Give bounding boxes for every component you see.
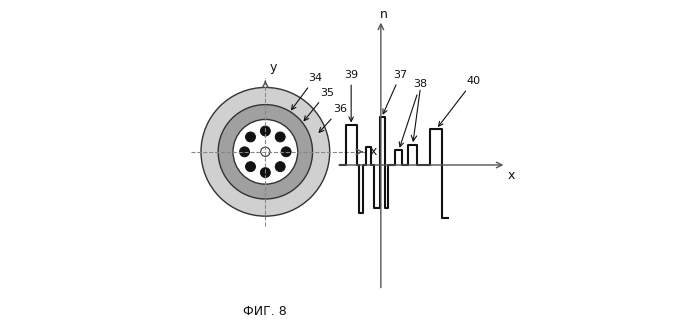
Circle shape	[233, 119, 298, 184]
Circle shape	[218, 105, 312, 199]
Text: 40: 40	[438, 76, 480, 126]
Circle shape	[245, 132, 255, 142]
Circle shape	[245, 162, 255, 172]
Circle shape	[261, 126, 271, 136]
Text: 35: 35	[304, 88, 334, 121]
Circle shape	[261, 168, 271, 178]
Text: 38: 38	[399, 80, 428, 147]
Text: 36: 36	[319, 104, 347, 132]
Circle shape	[275, 162, 285, 172]
Circle shape	[261, 147, 270, 156]
Circle shape	[201, 87, 330, 216]
Text: x: x	[508, 169, 515, 182]
Text: y: y	[269, 61, 277, 74]
Text: 37: 37	[383, 70, 408, 114]
Text: n: n	[380, 8, 387, 21]
Text: 34: 34	[291, 73, 322, 110]
Circle shape	[281, 147, 291, 157]
Circle shape	[275, 132, 285, 142]
Text: x: x	[369, 145, 377, 158]
Circle shape	[240, 147, 250, 157]
Text: 39: 39	[344, 70, 358, 121]
Text: ФИГ. 8: ФИГ. 8	[243, 305, 287, 318]
